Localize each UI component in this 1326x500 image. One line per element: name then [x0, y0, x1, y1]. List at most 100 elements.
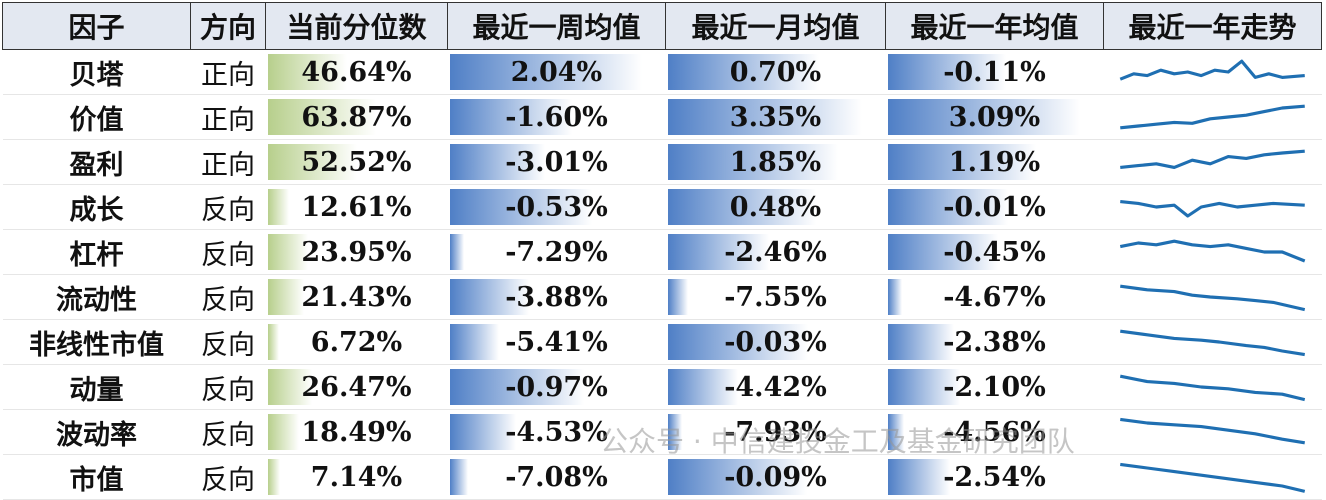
cell-text: -4.56%	[943, 416, 1046, 448]
trend-cell	[1103, 319, 1322, 365]
cell-text: -7.29%	[505, 236, 608, 268]
factor-name: 非线性市值	[2, 319, 191, 365]
cell-text: -1.60%	[505, 101, 608, 133]
cell-text: 12.61%	[301, 191, 412, 223]
factor-name: 动量	[2, 364, 191, 410]
value-cell: -4.42%	[665, 364, 886, 410]
watermark: 公众号 · 中信建投金工及基金研究团队	[600, 425, 1075, 458]
cell-text: 46.64%	[301, 56, 412, 88]
cell-text: 波动率	[56, 419, 137, 451]
data-bar	[267, 234, 309, 270]
trend-line	[1119, 239, 1305, 263]
table-row: 波动率 反向 18.49% -4.53% -7.93% -4.56%	[2, 409, 1322, 455]
table-row: 盈利 正向 52.52% -3.01% 1.85% 1.19%	[2, 139, 1322, 185]
cell-text: 价值	[69, 104, 124, 136]
value-cell: -7.55%	[665, 274, 886, 320]
trend-cell	[1103, 49, 1322, 95]
data-bar	[667, 234, 769, 270]
header-cell: 因子	[2, 2, 191, 50]
direction: 反向	[190, 454, 266, 500]
data-bar	[449, 144, 546, 180]
trend-cell	[1103, 454, 1322, 500]
factor-name: 波动率	[2, 409, 191, 455]
cell-text: 流动性	[56, 284, 137, 316]
data-bar	[667, 459, 807, 495]
direction: 正向	[190, 49, 266, 95]
sparkline	[1119, 149, 1305, 169]
data-bar	[449, 189, 593, 225]
factor-name: 市值	[2, 454, 191, 500]
cell-text: -0.01%	[943, 191, 1046, 223]
value-cell: -0.09%	[665, 454, 886, 500]
value-cell: 6.72%	[265, 319, 448, 365]
direction: 正向	[190, 139, 266, 185]
sparkline	[1119, 462, 1305, 493]
data-bar	[449, 369, 585, 405]
data-bar	[267, 189, 289, 225]
cell-text: 6.72%	[310, 326, 403, 358]
value-cell: 1.85%	[665, 139, 886, 185]
table-row: 非线性市值 反向 6.72% -5.41% -0.03% -2.38%	[2, 319, 1322, 365]
header-cell: 最近一年走势	[1103, 2, 1322, 50]
cell-text: -2.54%	[943, 461, 1046, 493]
header-cell: 方向	[190, 2, 266, 50]
data-bar	[449, 54, 642, 90]
value-cell: -4.53%	[447, 409, 666, 455]
data-bar	[267, 144, 357, 180]
trend-cell	[1103, 139, 1322, 185]
data-bar	[667, 54, 820, 90]
data-bar	[449, 279, 529, 315]
cell-text: 反向	[201, 194, 255, 226]
table-row: 市值 反向 7.14% -7.08% -0.09% -2.54%	[2, 454, 1322, 500]
cell-text: 正向	[201, 59, 255, 91]
header-row: 因子 方向 当前分位数 最近一周均值 最近一月均值 最近一年均值 最近一年走势	[2, 2, 1322, 50]
value-cell: -3.01%	[447, 139, 666, 185]
data-bar	[887, 234, 999, 270]
value-cell: 3.09%	[885, 94, 1104, 140]
cell-text: 1.85%	[729, 146, 822, 178]
cell-text: -0.45%	[943, 236, 1046, 268]
cell-text: 非线性市值	[29, 329, 164, 361]
header-cell: 最近一月均值	[665, 2, 886, 50]
trend-cell	[1103, 409, 1322, 455]
cell-text: -4.42%	[724, 371, 827, 403]
data-bar	[887, 324, 955, 360]
trend-cell	[1103, 184, 1322, 230]
direction: 反向	[190, 184, 266, 230]
cell-text: 正向	[201, 104, 255, 136]
value-cell: -2.10%	[885, 364, 1104, 410]
value-cell: -2.38%	[885, 319, 1104, 365]
cell-text: -0.03%	[724, 326, 827, 358]
sparkline	[1119, 417, 1305, 445]
data-bar	[667, 279, 688, 315]
direction: 反向	[190, 229, 266, 275]
factor-name: 价值	[2, 94, 191, 140]
value-cell: 2.04%	[447, 49, 666, 95]
cell-text: 反向	[201, 239, 255, 271]
cell-text: 0.70%	[729, 56, 822, 88]
cell-text: 正向	[201, 149, 255, 181]
cell-text: -2.10%	[943, 371, 1046, 403]
cell-text: 杠杆	[69, 239, 124, 271]
value-cell: -5.41%	[447, 319, 666, 365]
value-cell: -7.93%	[665, 409, 886, 455]
data-bar	[667, 144, 838, 180]
trend-cell	[1103, 229, 1322, 275]
cell-text: 动量	[69, 374, 124, 406]
trend-line	[1119, 374, 1305, 402]
cell-text: -3.88%	[505, 281, 608, 313]
direction: 反向	[190, 409, 266, 455]
data-bar	[887, 369, 961, 405]
table-row: 杠杆 反向 23.95% -7.29% -2.46% -0.45%	[2, 229, 1322, 275]
cell-text: 0.48%	[729, 191, 822, 223]
cell-text: 反向	[201, 374, 255, 406]
value-cell: 12.61%	[265, 184, 448, 230]
cell-text: 18.49%	[301, 416, 412, 448]
data-bar	[267, 54, 347, 90]
data-bar	[449, 234, 464, 270]
cell-text: -0.09%	[724, 461, 827, 493]
trend-line	[1119, 59, 1305, 81]
trend-line	[1119, 417, 1305, 445]
cell-text: -3.01%	[505, 146, 608, 178]
